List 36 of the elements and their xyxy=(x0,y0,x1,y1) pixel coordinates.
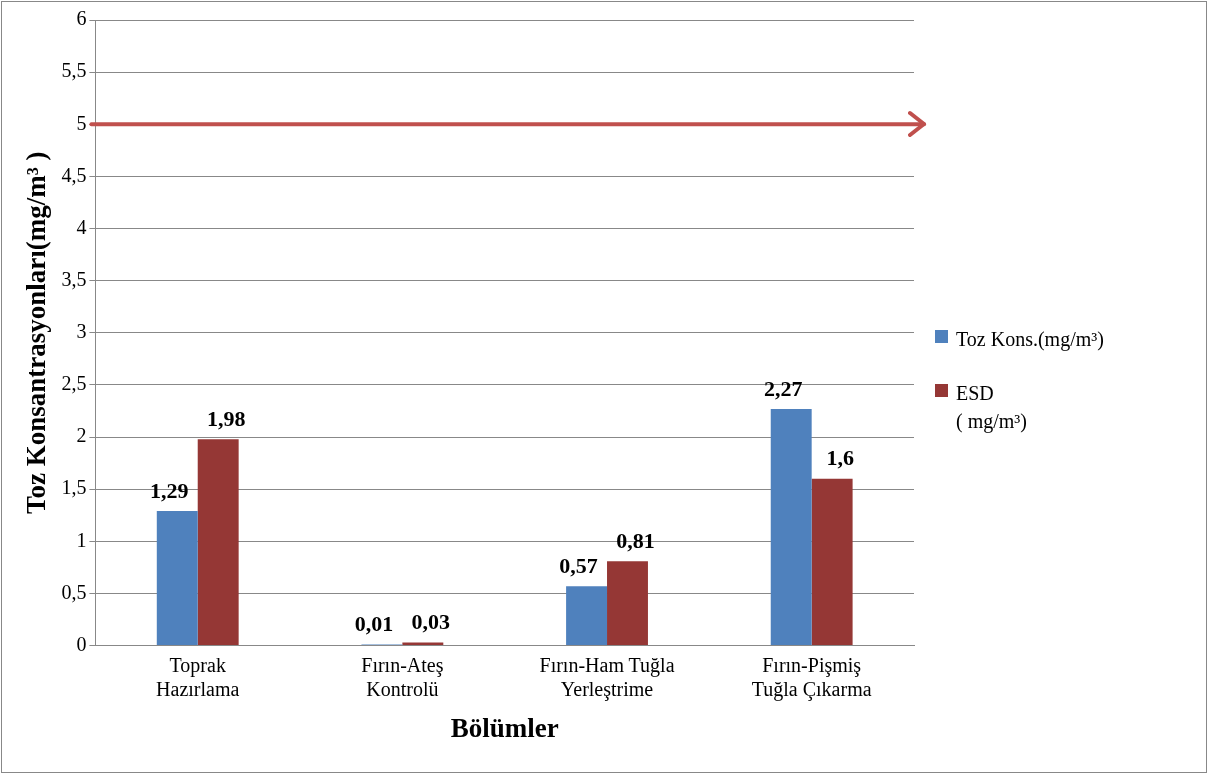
data-label: 0,01 xyxy=(354,611,394,637)
y-axis-title: Toz Konsantrasyonları(mg/m³ ) xyxy=(21,151,52,515)
data-label: 0,57 xyxy=(559,552,598,578)
x-tick-label: Toprak Hazırlama xyxy=(156,653,240,700)
y-tick-label: 2 xyxy=(76,424,87,447)
x-axis-title: Bölümler xyxy=(450,712,559,743)
bar xyxy=(607,561,648,646)
legend-label: ESD ( mg/m³) xyxy=(956,381,1027,435)
bar xyxy=(197,439,239,646)
data-label: 0,81 xyxy=(616,527,655,553)
legend-label: Toz Kons.(mg/m³) xyxy=(956,327,1104,353)
y-tick-label: 1,5 xyxy=(61,476,87,499)
y-tick-label: 3,5 xyxy=(61,267,87,290)
bar xyxy=(156,511,198,646)
y-tick-label: 2,5 xyxy=(61,372,87,395)
y-tick-label: 5 xyxy=(76,111,87,134)
y-tick-label: 0 xyxy=(76,632,87,655)
y-tick-label: 6 xyxy=(76,7,87,30)
y-tick-label: 4,5 xyxy=(61,163,87,186)
bar xyxy=(811,478,853,646)
x-tick-label: Fırın-Ateş Kontrolü xyxy=(361,653,444,700)
x-tick-label: Fırın-Pişmiş Tuğla Çıkarma xyxy=(751,653,872,701)
y-tick-label: 1 xyxy=(76,528,87,551)
data-label: 1,29 xyxy=(150,477,189,503)
data-label: 0,03 xyxy=(411,609,451,635)
y-tick-label: 5,5 xyxy=(61,59,87,82)
y-tick-label: 4 xyxy=(76,215,87,238)
data-label: 2,27 xyxy=(763,375,803,401)
data-label: 1,6 xyxy=(826,445,854,471)
bar xyxy=(566,586,608,646)
bar xyxy=(770,408,812,646)
bar xyxy=(402,642,444,646)
data-label: 1,98 xyxy=(206,405,246,431)
x-tick-label: Fırın-Ham Tuğla Yerleştrime xyxy=(539,653,675,701)
y-tick-label: 0,5 xyxy=(61,580,87,603)
y-tick-label: 3 xyxy=(76,320,87,343)
